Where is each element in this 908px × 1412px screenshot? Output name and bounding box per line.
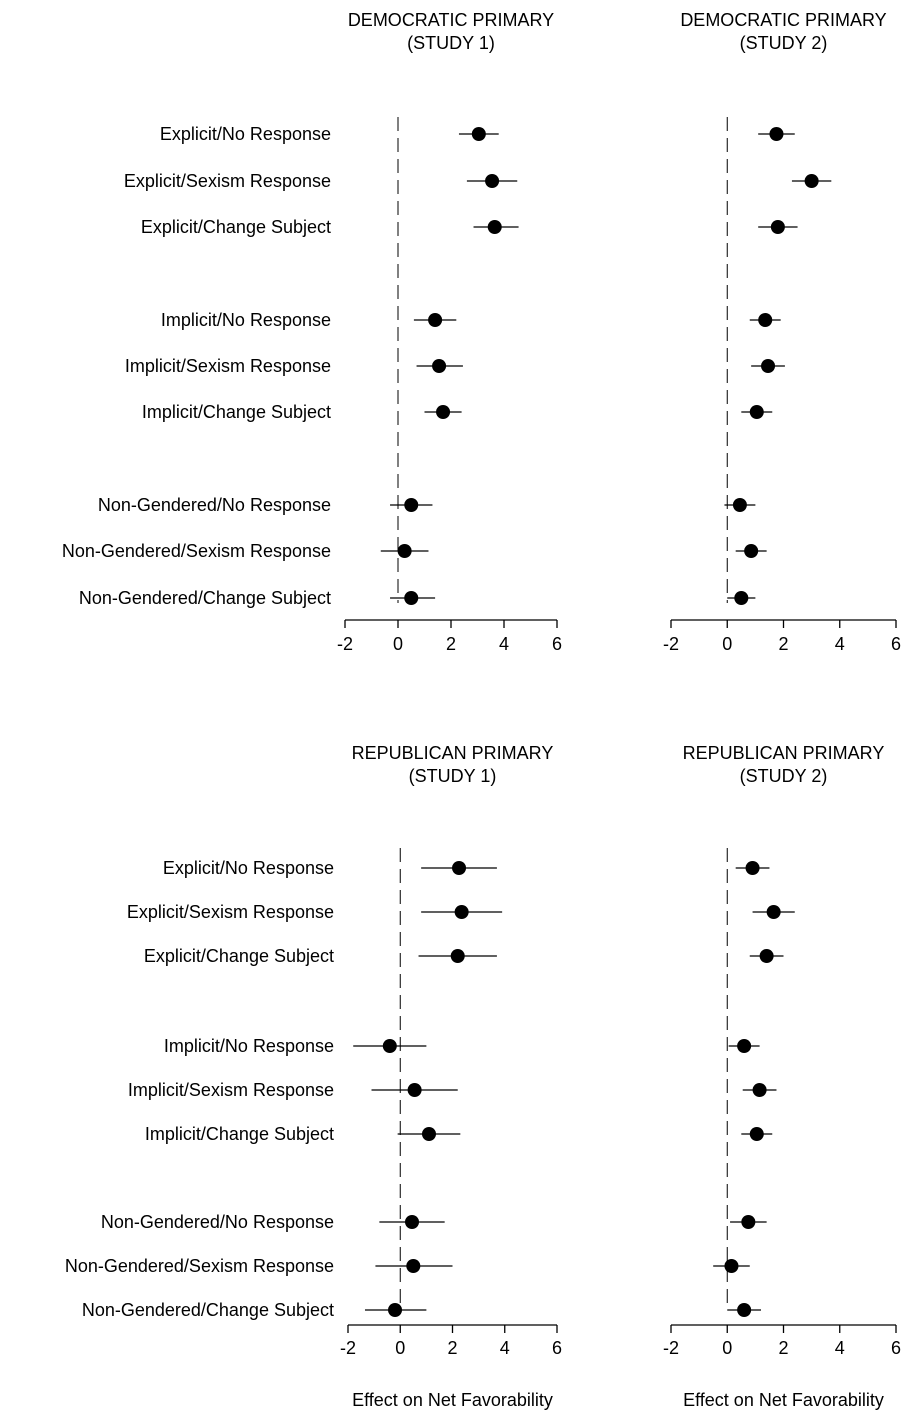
x-tick-label: 0 xyxy=(722,634,732,654)
point-estimate xyxy=(749,405,764,419)
row-label: Implicit/No Response xyxy=(164,1036,334,1056)
point-estimate xyxy=(436,405,451,419)
panel-1: DEMOCRATIC PRIMARY (STUDY 1) Explicit/No R… xyxy=(62,10,562,654)
point-estimate xyxy=(432,359,447,373)
row-label: Implicit/Change Subject xyxy=(145,1124,334,1144)
row-label: Non-Gendered/Change Subject xyxy=(79,588,331,608)
point-estimate xyxy=(769,127,784,141)
panel-title-line-2: (STUDY 1) xyxy=(407,33,495,53)
x-tick-label: 6 xyxy=(891,634,901,654)
x-tick-label: 0 xyxy=(395,1338,405,1358)
point-estimate xyxy=(471,127,486,141)
x-tick-label: -2 xyxy=(340,1338,356,1358)
panel-3: REPUBLICAN PRIMARY (STUDY 1) Explicit/No R… xyxy=(65,743,562,1410)
point-estimate xyxy=(405,1215,420,1229)
row-label: Explicit/No Response xyxy=(163,858,334,878)
row-label: Non-Gendered/Sexism Response xyxy=(65,1256,334,1276)
panel-title-line-1: REPUBLICAN PRIMARY xyxy=(352,743,554,763)
point-estimate xyxy=(745,861,760,875)
x-tick-label: 0 xyxy=(393,634,403,654)
x-tick-label: 4 xyxy=(835,1338,845,1358)
point-estimate xyxy=(487,220,502,234)
point-estimate xyxy=(749,1127,764,1141)
x-tick-label: 6 xyxy=(552,634,562,654)
row-label: Non-Gendered/No Response xyxy=(98,495,331,515)
point-estimate xyxy=(404,591,419,605)
panel-2: DEMOCRATIC PRIMARY (STUDY 2) -2 0 2 4 6 xyxy=(663,10,901,654)
point-estimate xyxy=(737,1039,752,1053)
x-tick-label: 4 xyxy=(500,1338,510,1358)
point-estimate xyxy=(388,1303,403,1317)
point-estimate xyxy=(397,544,412,558)
x-tick-label: 4 xyxy=(499,634,509,654)
row-label: Non-Gendered/Sexism Response xyxy=(62,541,331,561)
x-tick-label: 0 xyxy=(722,1338,732,1358)
point-estimate xyxy=(766,905,781,919)
point-estimate xyxy=(741,1215,756,1229)
panel-title-line-1: DEMOCRATIC PRIMARY xyxy=(348,10,554,30)
point-estimate xyxy=(428,313,443,327)
point-estimate xyxy=(804,174,819,188)
point-estimate xyxy=(724,1259,739,1273)
row-label: Implicit/Change Subject xyxy=(142,402,331,422)
row-label: Non-Gendered/No Response xyxy=(101,1212,334,1232)
point-estimate xyxy=(744,544,759,558)
panel-4: REPUBLICAN PRIMARY (STUDY 2) -2 0 2 4 6 Effect … xyxy=(663,743,901,1410)
panel-title-line-2: (STUDY 2) xyxy=(740,33,828,53)
x-tick-label: 4 xyxy=(835,634,845,654)
x-tick-label: 2 xyxy=(778,634,788,654)
point-estimate xyxy=(404,498,419,512)
panel-title-line-2: (STUDY 2) xyxy=(740,766,828,786)
point-estimate xyxy=(734,591,749,605)
panel-title-line-2: (STUDY 1) xyxy=(409,766,497,786)
point-estimate xyxy=(732,498,747,512)
panel-title-line-1: REPUBLICAN PRIMARY xyxy=(683,743,885,763)
panel-title-line-1: DEMOCRATIC PRIMARY xyxy=(680,10,886,30)
point-estimate xyxy=(421,1127,436,1141)
row-label: Explicit/Change Subject xyxy=(144,946,334,966)
x-tick-label: -2 xyxy=(663,1338,679,1358)
row-label: Implicit/Sexism Response xyxy=(128,1080,334,1100)
x-axis-label: Effect on Net Favorability xyxy=(683,1390,884,1410)
point-estimate xyxy=(406,1259,421,1273)
point-estimate xyxy=(450,949,465,963)
point-estimate xyxy=(737,1303,752,1317)
point-estimate xyxy=(382,1039,397,1053)
row-label: Explicit/Sexism Response xyxy=(127,902,334,922)
point-estimate xyxy=(454,905,469,919)
row-label: Non-Gendered/Change Subject xyxy=(82,1300,334,1320)
x-tick-label: 6 xyxy=(552,1338,562,1358)
x-tick-label: -2 xyxy=(337,634,353,654)
x-tick-label: 2 xyxy=(447,1338,457,1358)
point-estimate xyxy=(758,313,773,327)
row-label: Implicit/No Response xyxy=(161,310,331,330)
point-estimate xyxy=(452,861,467,875)
point-estimate xyxy=(485,174,500,188)
row-label: Implicit/Sexism Response xyxy=(125,356,331,376)
point-estimate xyxy=(761,359,776,373)
x-tick-label: 6 xyxy=(891,1338,901,1358)
row-label: Explicit/No Response xyxy=(160,124,331,144)
row-label: Explicit/Sexism Response xyxy=(124,171,331,191)
x-tick-label: -2 xyxy=(663,634,679,654)
x-axis-label: Effect on Net Favorability xyxy=(352,1390,553,1410)
x-tick-label: 2 xyxy=(778,1338,788,1358)
point-estimate xyxy=(770,220,785,234)
point-estimate xyxy=(759,949,774,963)
row-label: Explicit/Change Subject xyxy=(141,217,331,237)
x-tick-label: 2 xyxy=(446,634,456,654)
point-estimate xyxy=(407,1083,422,1097)
point-estimate xyxy=(752,1083,767,1097)
